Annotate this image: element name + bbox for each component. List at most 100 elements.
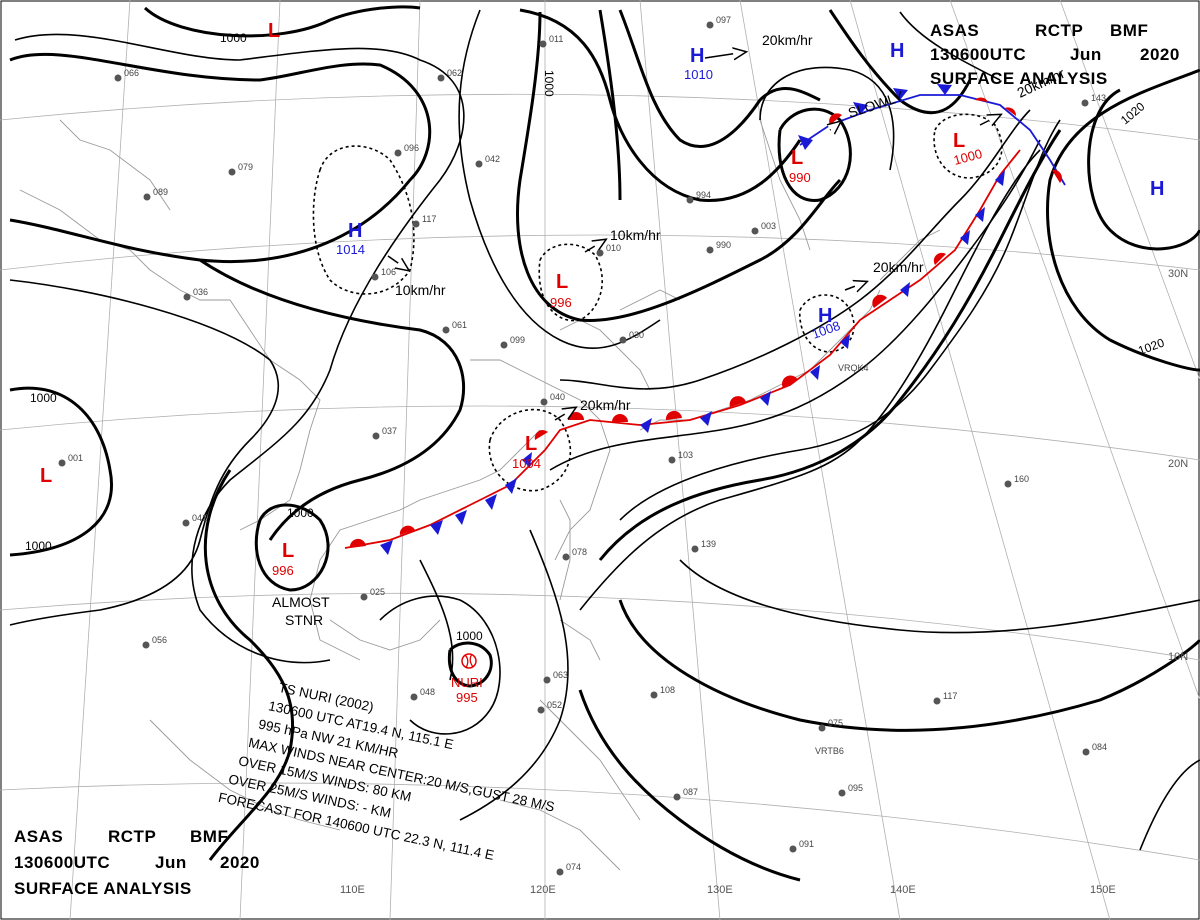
low-system: L 996 — [550, 271, 572, 310]
station-plot: 108 — [650, 685, 675, 699]
header-bottom-month: Jun — [155, 853, 187, 872]
header-bottom-time: 130600UTC — [14, 853, 110, 872]
isobar-label: 1000 — [287, 506, 314, 520]
station-plot: 041 — [182, 513, 207, 527]
svg-text:074: 074 — [566, 862, 581, 872]
svg-text:075: 075 — [828, 718, 843, 728]
high-symbol: H — [348, 220, 362, 242]
header-top-station: RCTP — [1035, 21, 1083, 40]
header-top-time: 130600UTC — [930, 45, 1026, 64]
svg-text:117: 117 — [422, 214, 436, 224]
lon-label: 130E — [707, 884, 733, 896]
north-front — [798, 84, 1066, 186]
low-symbol: L — [556, 271, 568, 293]
lat-label: 30N — [1168, 268, 1188, 280]
lat-label: 10N — [1168, 651, 1188, 663]
header-top-code: BMF — [1110, 21, 1148, 40]
svg-text:040: 040 — [550, 392, 565, 402]
station-plot: 010 — [596, 243, 621, 257]
station-plot: 099 — [500, 335, 525, 349]
svg-text:003: 003 — [761, 221, 776, 231]
speed-label: 10km/hr — [395, 282, 446, 298]
station-label: VRQK4 — [838, 363, 869, 373]
station-plot: 095 — [838, 783, 863, 797]
lon-label: 110E — [340, 884, 365, 896]
header-top-title: SURFACE ANALYSIS — [930, 69, 1108, 88]
svg-text:078: 078 — [572, 547, 587, 557]
station-plot: 052 — [537, 700, 562, 714]
low-symbol: L — [791, 147, 803, 169]
cold-front-markers — [380, 170, 1005, 555]
grid-labels: 110E 120E 130E 140E 150E 30N 20N 10N — [340, 268, 1188, 896]
header-bottom-code: BMF — [190, 827, 228, 846]
station-plot: 056 — [142, 635, 167, 649]
typhoon-pressure: 995 — [456, 690, 478, 705]
station-plot: 097 — [706, 15, 731, 29]
low-pressure-value: 1000 — [952, 146, 984, 168]
svg-text:010: 010 — [606, 243, 621, 253]
station-plot: 990 — [706, 240, 731, 254]
svg-text:095: 095 — [848, 783, 863, 793]
low-system: L 1004 — [512, 433, 541, 471]
stationary-front — [344, 149, 1021, 555]
low-system: L 996 — [272, 540, 294, 578]
svg-text:143: 143 — [1091, 93, 1106, 103]
station-plot: 994 — [686, 190, 711, 204]
svg-text:084: 084 — [1092, 742, 1107, 752]
svg-text:160: 160 — [1014, 474, 1029, 484]
high-system: H 1008 — [810, 305, 842, 342]
almost-label: ALMOST — [272, 594, 330, 610]
low-system: L 1000 — [952, 130, 984, 168]
svg-text:066: 066 — [124, 68, 139, 78]
speed-label: 20km/hr — [762, 32, 813, 48]
header-top: ASAS RCTP BMF 130600UTC Jun 2020 SURFACE… — [930, 21, 1179, 88]
svg-text:079: 079 — [238, 162, 253, 172]
svg-text:061: 061 — [452, 320, 467, 330]
svg-text:089: 089 — [153, 187, 168, 197]
station-plot: 062 — [437, 68, 462, 82]
station-plot: 160 — [1004, 474, 1029, 488]
high-pressure-value: 1008 — [810, 318, 842, 342]
station-plot: 074 — [556, 862, 581, 876]
svg-text:062: 062 — [447, 68, 462, 78]
svg-text:099: 099 — [510, 335, 525, 345]
station-plot: 061 — [442, 320, 467, 334]
station-plot: 079 — [228, 162, 253, 176]
high-symbol: H — [818, 305, 832, 327]
station-plot: 143 — [1081, 93, 1106, 107]
high-system: H — [890, 40, 904, 62]
isobar-label: 1020 — [1118, 99, 1148, 127]
station-plot: 001 — [58, 453, 83, 467]
svg-text:025: 025 — [370, 587, 385, 597]
low-symbol: L — [268, 20, 280, 42]
isobar-label: 1000 — [456, 629, 483, 643]
station-plot: 091 — [789, 839, 814, 853]
high-system: H — [1150, 178, 1164, 200]
speed-label: 20km/hr — [580, 397, 631, 413]
high-pressure-value: 1014 — [336, 242, 365, 257]
warm-front-markers — [349, 252, 946, 548]
header-bottom-year: 2020 — [220, 853, 260, 872]
high-symbol: H — [690, 45, 704, 67]
station-observations: 066 062 011 097 143 079 096 042 117 089 … — [58, 15, 1107, 876]
pressure-systems: L H 1010 H L 990 L 1000 H H 1014 L 99 — [40, 20, 1164, 705]
isobar-label: 1020 — [1136, 335, 1166, 357]
typhoon-name: NURI — [451, 675, 483, 690]
svg-text:048: 048 — [420, 687, 435, 697]
low-pressure-value: 996 — [550, 295, 572, 310]
high-symbol: H — [890, 40, 904, 62]
svg-text:087: 087 — [683, 787, 698, 797]
low-pressure-value: 996 — [272, 563, 294, 578]
lat-label: 20N — [1168, 458, 1188, 470]
low-symbol: L — [953, 130, 965, 152]
isobar-label: 1000 — [220, 31, 247, 45]
station-plot: 011 — [539, 34, 563, 48]
high-symbol: H — [1150, 178, 1164, 200]
station-plot: 117 — [933, 691, 957, 705]
low-system: L — [268, 20, 280, 42]
svg-text:030: 030 — [629, 330, 644, 340]
station-plot: 139 — [691, 539, 716, 553]
station-plot: 117 — [412, 214, 436, 228]
